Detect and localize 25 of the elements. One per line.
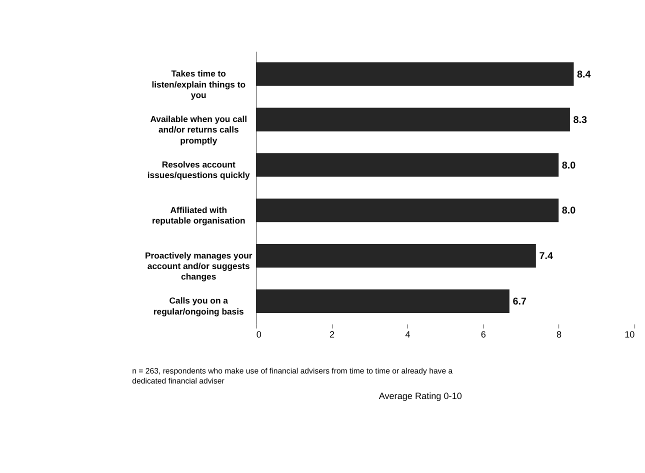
bar xyxy=(256,108,570,132)
bar xyxy=(256,244,536,268)
y-tick-label: Available when you call and/or returns calls promptly xyxy=(150,114,248,146)
data-label: 7.4 xyxy=(539,251,554,262)
data-label: 8.4 xyxy=(577,69,592,80)
x-tick-label: 6 xyxy=(480,330,486,340)
x-tick-label: 10 xyxy=(624,330,635,340)
x-tick-label: 2 xyxy=(330,330,335,340)
data-label: 8.3 xyxy=(573,114,588,126)
x-tick-label: 8 xyxy=(556,330,562,340)
bar xyxy=(256,62,574,86)
data-label: 6.7 xyxy=(512,296,528,308)
data-label: 8.0 xyxy=(562,160,576,172)
x-tick-label: 4 xyxy=(405,330,410,340)
text: Average Rating 0-10 xyxy=(378,391,462,402)
y-tick-label: Affiliated with reputable organisation xyxy=(152,204,246,226)
y-tick-label: Resolves account issues/questions quickly xyxy=(147,159,250,180)
bar xyxy=(256,198,559,222)
bar xyxy=(256,153,559,177)
y-tick-label: Proactively manages your account and/or suggests changes xyxy=(144,250,253,282)
y-tick-label: Takes time to listen/explain things to you xyxy=(152,68,246,100)
data-label: 8.0 xyxy=(562,206,576,217)
y-tick-label: Calls you on a regular/ongoing basis xyxy=(153,296,244,316)
bar xyxy=(256,289,510,314)
x-tick-label: 0 xyxy=(256,330,262,340)
